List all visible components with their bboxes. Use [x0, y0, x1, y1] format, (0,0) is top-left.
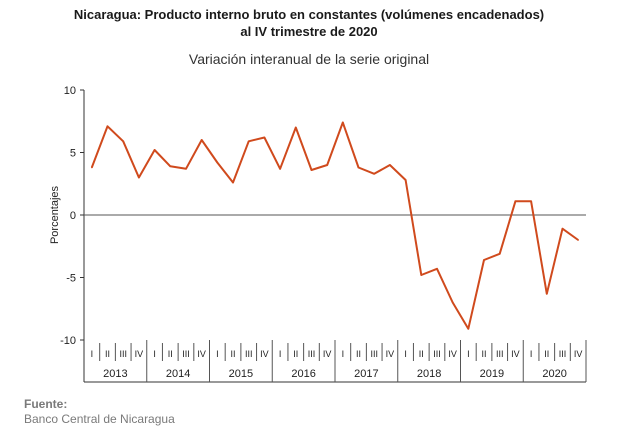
x-quarter-label: I — [404, 349, 407, 359]
source-value: Banco Central de Nicaragua — [24, 412, 175, 426]
x-year-label: 2017 — [354, 368, 378, 380]
x-quarter-label: IV — [260, 349, 269, 359]
data-point — [138, 176, 140, 179]
data-point — [247, 140, 250, 143]
data-point — [294, 126, 297, 129]
chart-subtitle: Variación interanual de la serie origina… — [188, 51, 430, 67]
series-layer — [90, 121, 579, 330]
data-point — [451, 301, 454, 304]
source-label: Fuente: — [24, 397, 68, 411]
data-point — [326, 164, 328, 166]
x-quarter-label: I — [342, 349, 345, 359]
x-year-label: 2018 — [417, 368, 441, 380]
data-point — [577, 239, 579, 241]
x-quarter-label: I — [530, 349, 533, 359]
series-line — [90, 121, 579, 330]
data-point — [530, 200, 532, 203]
y-tick-label: 10 — [64, 85, 76, 97]
x-quarter-label: II — [544, 349, 549, 359]
x-axis-ticks: I II III IV I II III IV I II III IV I II III IV I II III IV… — [91, 340, 587, 382]
x-quarter-label: I — [153, 349, 156, 359]
x-quarter-label: I — [279, 349, 282, 359]
data-point — [153, 149, 156, 151]
data-point — [216, 161, 219, 164]
x-quarter-label: IV — [511, 349, 520, 359]
data-point — [279, 167, 281, 170]
x-quarter-label: III — [370, 349, 378, 359]
x-quarter-label: IV — [386, 349, 395, 359]
x-quarter-label: II — [356, 349, 361, 359]
data-point — [514, 200, 517, 203]
x-quarter-label: III — [559, 349, 567, 359]
y-axis-label: Porcentajes — [49, 185, 61, 244]
data-point — [373, 172, 376, 175]
x-quarter-label: I — [91, 349, 94, 359]
x-quarter-label: III — [496, 349, 504, 359]
x-year-label: 2014 — [166, 368, 190, 380]
x-quarter-label: II — [105, 349, 110, 359]
data-point — [561, 227, 564, 230]
data-point — [483, 259, 485, 261]
data-point — [357, 166, 360, 169]
y-tick-label: -5 — [66, 273, 76, 285]
y-tick-label: 5 — [70, 148, 76, 160]
data-point — [122, 140, 125, 143]
chart-title-line2: al IV trimestre de 2020 — [240, 24, 378, 39]
x-quarter-label: I — [467, 349, 470, 359]
x-year-label: 2019 — [480, 368, 504, 380]
x-year-label: 2013 — [103, 368, 127, 380]
x-quarter-label: I — [216, 349, 219, 359]
x-quarter-label: III — [119, 349, 127, 359]
x-quarter-label: IV — [323, 349, 332, 359]
x-year-label: 2016 — [291, 368, 315, 380]
x-quarter-label: II — [419, 349, 424, 359]
x-quarter-label: II — [231, 349, 236, 359]
chart-axes — [83, 90, 586, 383]
x-quarter-label: II — [168, 349, 173, 359]
data-point — [200, 139, 203, 141]
x-quarter-label: III — [308, 349, 316, 359]
x-year-label: 2020 — [542, 368, 566, 380]
x-quarter-label: III — [182, 349, 190, 359]
x-quarter-label: II — [482, 349, 487, 359]
data-point — [185, 167, 187, 170]
x-quarter-label: IV — [574, 349, 583, 359]
y-axis-ticks: 10 5 0 -5 -10 — [60, 85, 84, 347]
y-tick-label: -10 — [60, 335, 76, 347]
data-point — [436, 267, 438, 270]
x-quarter-label: II — [293, 349, 298, 359]
x-quarter-label: III — [433, 349, 441, 359]
data-point — [263, 136, 266, 139]
data-point — [106, 125, 109, 128]
x-quarter-label: IV — [135, 349, 144, 359]
x-year-label: 2015 — [229, 368, 253, 380]
data-point — [545, 292, 548, 295]
x-quarter-label: IV — [448, 349, 457, 359]
chart-title-line1: Nicaragua: Producto interno bruto en con… — [73, 7, 545, 22]
data-point — [310, 169, 313, 171]
data-point — [404, 179, 407, 181]
x-quarter-label: III — [245, 349, 253, 359]
data-point — [498, 252, 501, 255]
data-point — [342, 121, 344, 124]
data-point — [232, 181, 234, 184]
data-point — [91, 166, 93, 169]
data-point — [467, 327, 470, 330]
data-point — [420, 274, 423, 276]
data-point — [169, 165, 172, 168]
y-tick-label: 0 — [70, 210, 76, 222]
data-point — [389, 164, 391, 166]
x-quarter-label: IV — [197, 349, 206, 359]
